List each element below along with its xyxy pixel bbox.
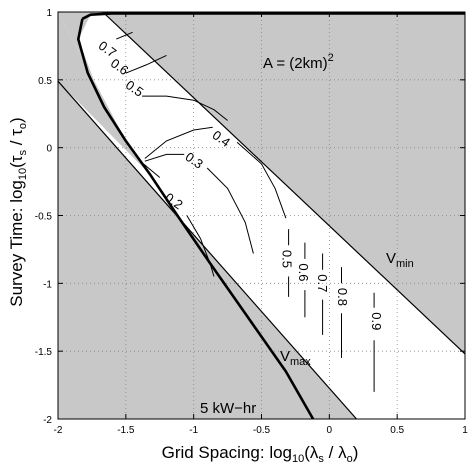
vmax-annotation: Vmax bbox=[280, 348, 311, 368]
x-label-open: (λ bbox=[304, 443, 319, 462]
y-axis-label: Survey Time: log10(τs / τo) bbox=[7, 117, 29, 306]
x-label-mid: / λ bbox=[324, 443, 347, 462]
contour-label-7: 0.6 bbox=[296, 263, 311, 281]
area-annotation-text: A = (2km) bbox=[263, 55, 328, 72]
y-label-prefix: Survey Time: log bbox=[7, 180, 26, 307]
contour-line-3 bbox=[144, 126, 287, 219]
x-tick-label-2: -1 bbox=[189, 425, 198, 436]
contour-line-4 bbox=[144, 153, 254, 254]
contour-label-10: 0.9 bbox=[369, 312, 384, 330]
x-axis-label: Grid Spacing: log10(λs / λo) bbox=[162, 443, 359, 465]
energy-annotation: 5 kW−hr bbox=[200, 400, 256, 417]
vmin-sub: min bbox=[396, 258, 414, 270]
vmin-main: V bbox=[386, 250, 396, 267]
tick-marks: -2 -1.5 -1 -0.5 0 0.5 1 -2 -1.5 -1 -0.5 0 0.5 1 bbox=[35, 8, 468, 436]
area-annotation-sup: 2 bbox=[328, 52, 334, 64]
y-label-num-sub: s bbox=[17, 149, 29, 155]
y-label-base: 10 bbox=[17, 168, 29, 180]
x-tick-label-0: -2 bbox=[54, 425, 63, 436]
x-tick-label-1: -1.5 bbox=[117, 425, 135, 436]
y-label-den-sub: o bbox=[17, 123, 29, 129]
y-tick-label-0: -2 bbox=[43, 415, 52, 426]
contour-line-1 bbox=[125, 54, 167, 74]
x-label-prefix: Grid Spacing: log bbox=[162, 443, 292, 462]
contour-line-0 bbox=[116, 31, 133, 40]
y-tick-label-4: 0 bbox=[46, 144, 52, 155]
x-tick-label-4: 0 bbox=[327, 425, 333, 436]
contour-line-5 bbox=[143, 163, 215, 277]
contour-lines bbox=[116, 31, 375, 392]
y-tick-label-1: -1.5 bbox=[35, 347, 53, 358]
y-label-close: ) bbox=[7, 117, 26, 123]
x-tick-label-6: 1 bbox=[462, 425, 468, 436]
x-label-base: 10 bbox=[292, 453, 304, 465]
y-tick-label-2: -1 bbox=[43, 279, 52, 290]
y-label-mid: / τ bbox=[7, 129, 26, 150]
boundary-lines bbox=[57, 11, 466, 420]
contour-line-2 bbox=[142, 95, 228, 121]
x-label-close: ) bbox=[353, 443, 359, 462]
x-label-num-sub: s bbox=[318, 453, 324, 465]
vmax-main: V bbox=[280, 348, 290, 365]
contour-label-9: 0.8 bbox=[335, 288, 350, 306]
contour-label-8: 0.7 bbox=[315, 274, 330, 292]
y-tick-label-6: 1 bbox=[46, 8, 52, 19]
x-tick-label-3: -0.5 bbox=[253, 425, 271, 436]
x-tick-label-5: 0.5 bbox=[390, 425, 404, 436]
vmax-line bbox=[57, 80, 357, 420]
vmax-sub: max bbox=[290, 356, 311, 368]
y-tick-label-5: 0.5 bbox=[38, 76, 52, 87]
energy-curve bbox=[77, 12, 465, 420]
x-label-den-sub: o bbox=[347, 453, 353, 465]
y-label-open: (τ bbox=[7, 155, 26, 168]
vmin-line bbox=[102, 11, 466, 355]
area-annotation: A = (2km)2 bbox=[263, 52, 334, 72]
y-tick-label-3: -0.5 bbox=[35, 212, 53, 223]
contour-label-6: 0.5 bbox=[279, 250, 294, 268]
shaded-region-left-band bbox=[58, 12, 151, 175]
vmin-annotation: Vmin bbox=[386, 250, 414, 270]
